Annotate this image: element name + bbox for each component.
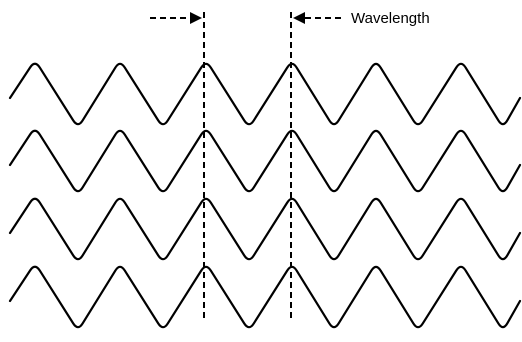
- wave-group: [8, 62, 522, 329]
- wave-2: [8, 129, 522, 193]
- left-arrowhead-icon: [190, 12, 202, 24]
- wave-1: [8, 62, 522, 126]
- wave-4: [8, 265, 522, 329]
- right-arrowhead-icon: [293, 12, 305, 24]
- wave-3: [8, 197, 522, 261]
- wavelength-label: Wavelength: [351, 10, 430, 27]
